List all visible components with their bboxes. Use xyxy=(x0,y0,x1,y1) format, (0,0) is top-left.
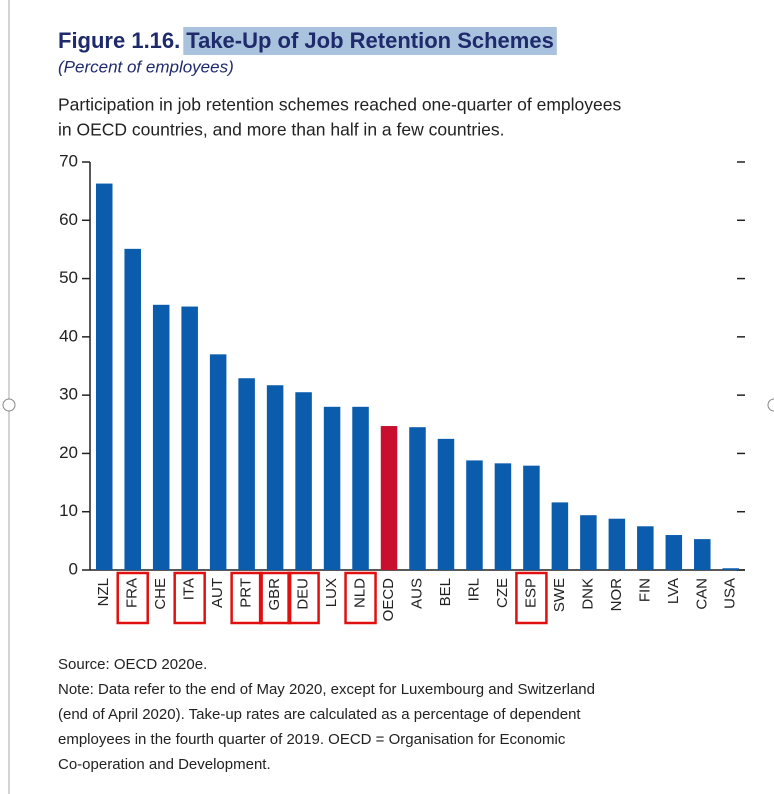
edge-handle xyxy=(767,398,774,412)
x-tick-label: CHE xyxy=(152,578,169,610)
bar xyxy=(437,438,455,570)
y-tick-label: 70 xyxy=(59,151,78,170)
bar xyxy=(494,463,512,570)
highlight-box xyxy=(258,571,292,625)
x-tick-label: DNK xyxy=(579,578,596,610)
highlight-box xyxy=(116,571,149,625)
x-tick-label: SWE xyxy=(551,578,568,612)
x-tick-label: AUS xyxy=(408,578,425,609)
y-tick-label: 20 xyxy=(59,443,78,462)
x-tick-label: FRA xyxy=(124,578,141,608)
x-tick-label: USA xyxy=(722,578,739,609)
bar xyxy=(637,526,654,570)
subtitle: (Percent of employees) xyxy=(58,57,234,76)
bar xyxy=(580,515,597,570)
y-tick-label: 50 xyxy=(59,268,78,287)
note: Note: Data refer to the end of May 2020,… xyxy=(58,681,595,698)
x-tick-label: BEL xyxy=(437,578,454,606)
highlight-box xyxy=(230,571,263,625)
bar xyxy=(352,406,369,570)
note: Co-operation and Development. xyxy=(58,756,271,773)
note: employees in the fourth quarter of 2019.… xyxy=(58,731,566,748)
highlight-box xyxy=(515,571,548,625)
description: Participation in job retention schemes r… xyxy=(58,95,621,115)
x-tick-label: ITA xyxy=(181,578,198,600)
chart-title: Take-Up of Job Retention Schemes xyxy=(186,28,554,53)
bar xyxy=(466,460,483,570)
bar xyxy=(665,535,683,570)
y-tick-label: 40 xyxy=(59,326,78,345)
bar xyxy=(323,406,341,570)
x-tick-label: AUT xyxy=(209,578,226,608)
bar xyxy=(551,502,569,570)
x-tick-label: ESP xyxy=(522,578,539,608)
x-tick-label: NZL xyxy=(95,578,112,606)
source: Source: OECD 2020e. xyxy=(58,656,207,673)
x-tick-label: DEU xyxy=(295,578,312,610)
y-tick-label: 0 xyxy=(69,559,78,578)
highlight-box xyxy=(173,571,206,625)
x-tick-label: GBR xyxy=(266,578,283,611)
x-tick-label: NOR xyxy=(608,578,625,612)
bar xyxy=(238,378,255,570)
title-number: Figure 1.16. xyxy=(58,28,180,53)
x-tick-label: LUX xyxy=(323,578,340,607)
title-highlight xyxy=(183,27,557,55)
x-tick-label: LVA xyxy=(665,578,682,604)
y-tick-label: 30 xyxy=(59,385,78,404)
x-tick-label: CZE xyxy=(494,578,511,608)
bar xyxy=(722,568,740,570)
bar xyxy=(209,354,227,570)
bar xyxy=(95,183,113,570)
x-tick-label: NLD xyxy=(352,578,369,608)
y-tick-label: 60 xyxy=(59,210,78,229)
x-tick-label: CAN xyxy=(693,578,710,610)
bar xyxy=(380,426,398,570)
description: in OECD countries, and more than half in… xyxy=(58,120,504,140)
y-tick-label: 10 xyxy=(59,501,78,520)
bar xyxy=(124,248,141,571)
x-tick-label: OECD xyxy=(380,578,397,622)
bar xyxy=(266,385,284,570)
note: (end of April 2020). Take-up rates are c… xyxy=(58,706,581,723)
bar xyxy=(181,306,198,570)
bar xyxy=(409,427,426,570)
bar xyxy=(295,392,312,570)
highlight-box xyxy=(344,571,377,625)
x-tick-label: FIN xyxy=(636,578,653,602)
bar xyxy=(608,518,626,570)
bar xyxy=(694,539,711,570)
x-tick-label: IRL xyxy=(465,578,482,601)
x-tick-label: PRT xyxy=(238,578,255,608)
bar xyxy=(152,304,170,570)
edge-handle xyxy=(2,398,16,412)
bar xyxy=(523,465,540,570)
highlight-box xyxy=(287,571,320,625)
